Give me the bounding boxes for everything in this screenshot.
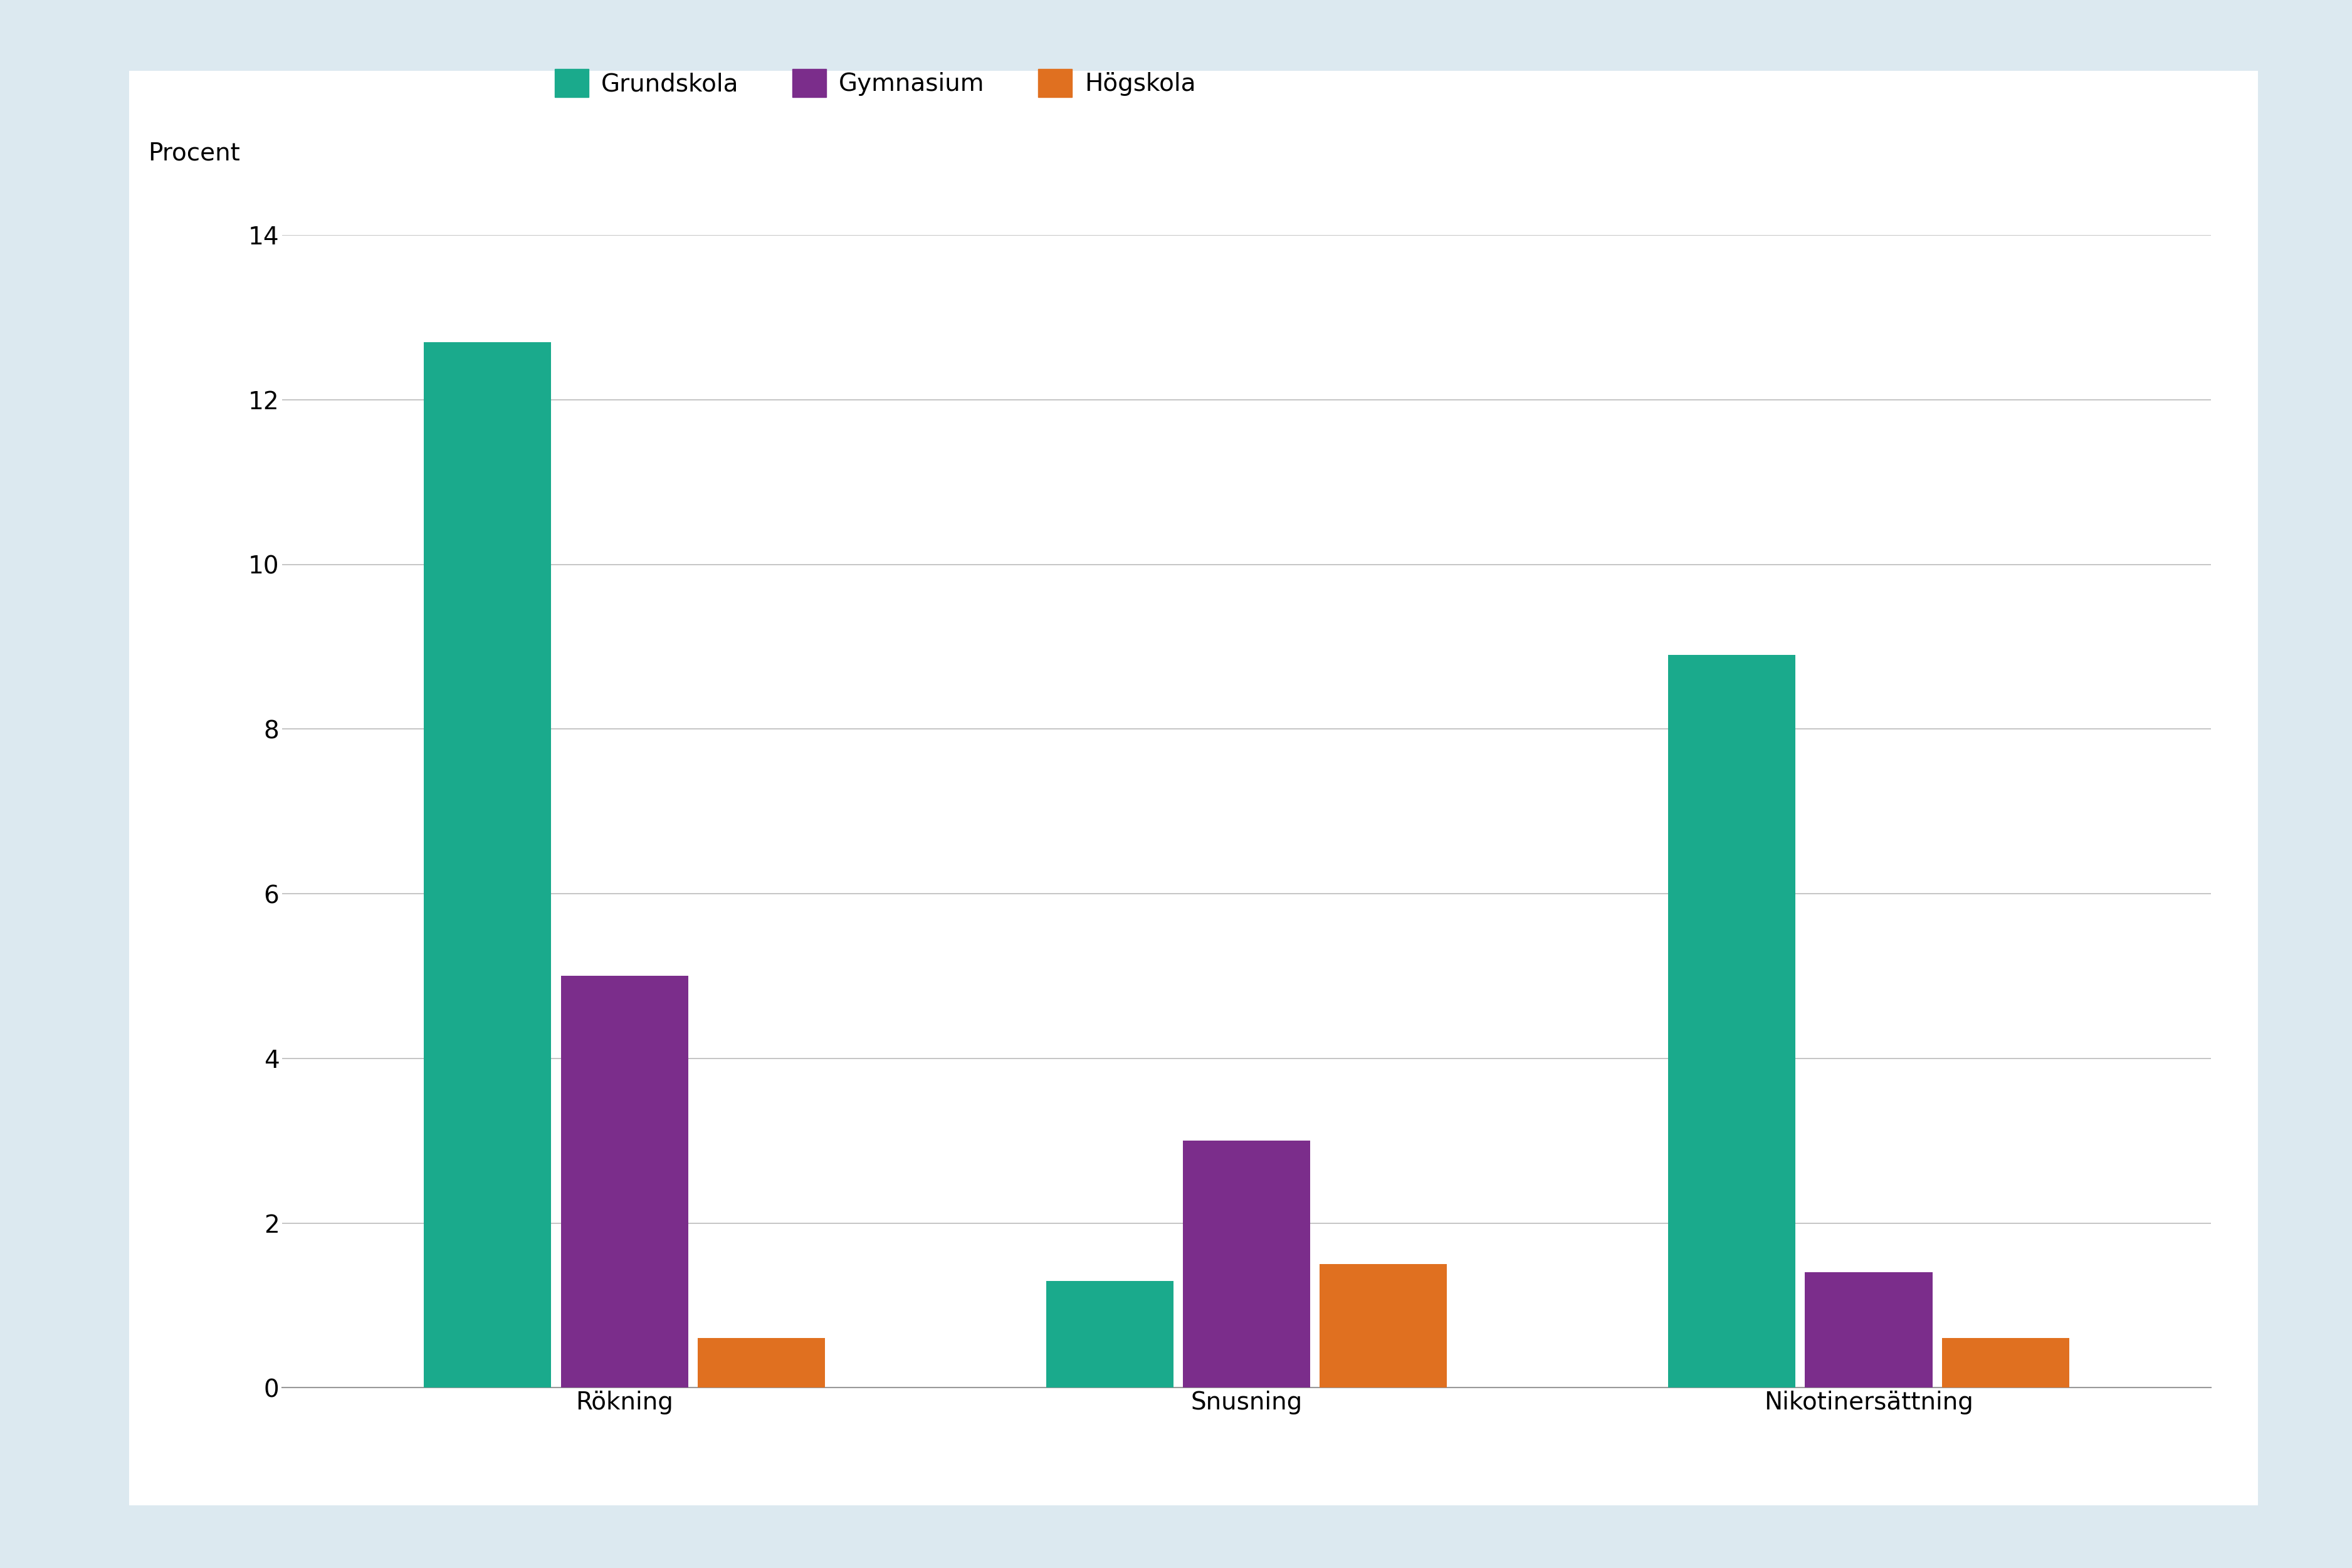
Legend: Grundskola, Gymnasium, Högskola: Grundskola, Gymnasium, Högskola xyxy=(555,69,1195,97)
Bar xyxy=(1047,1281,1174,1388)
Bar xyxy=(1943,1339,2070,1388)
Bar xyxy=(1183,1142,1310,1388)
Bar xyxy=(423,342,550,1388)
Bar xyxy=(1804,1273,1933,1388)
Bar xyxy=(1319,1264,1446,1388)
Bar xyxy=(560,975,689,1388)
Bar xyxy=(1668,655,1795,1388)
Bar xyxy=(699,1339,826,1388)
Text: Procent: Procent xyxy=(148,141,240,165)
